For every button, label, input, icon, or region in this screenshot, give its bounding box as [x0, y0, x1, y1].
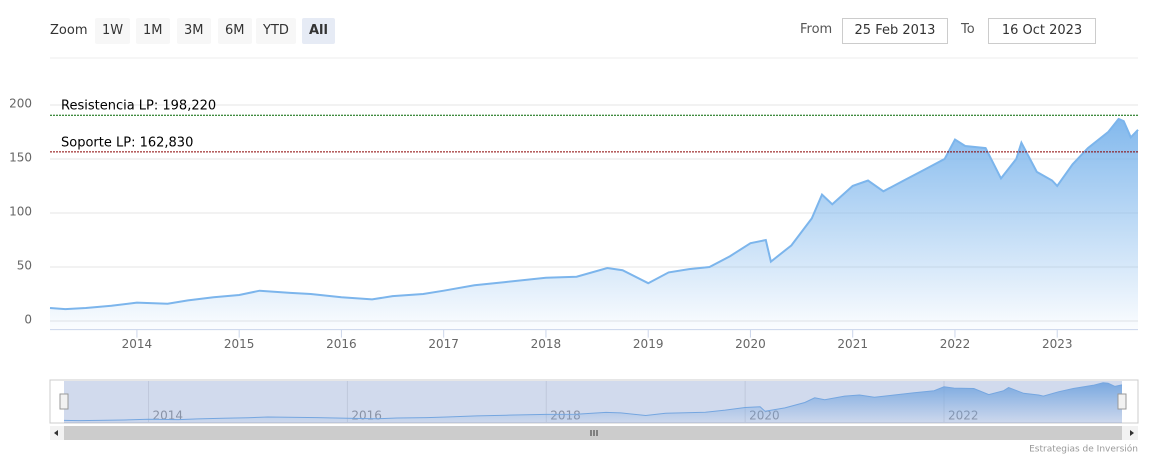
credits[interactable]: Estrategias de Inversión: [1029, 444, 1138, 455]
x-tick-label: 2016: [326, 337, 357, 351]
from-label: From: [800, 22, 833, 37]
x-tick-label: 2017: [428, 337, 459, 351]
zoom-button[interactable]: 6M: [218, 18, 252, 44]
scroll-right[interactable]: [1130, 430, 1134, 436]
to-input[interactable]: 16 Oct 2023: [988, 18, 1096, 44]
y-tick-label: 100: [9, 204, 32, 218]
navigator-area: [64, 382, 1122, 423]
x-tick-label: 2018: [531, 337, 562, 351]
plot-line-label: Soporte LP: 162,830: [61, 135, 193, 150]
x-tick-label: 2015: [224, 337, 255, 351]
x-tick-label: 2021: [837, 337, 868, 351]
x-tick-label: 2019: [633, 337, 664, 351]
x-tick-label: 2022: [940, 337, 971, 351]
y-tick-label: 50: [17, 258, 32, 272]
zoom-button[interactable]: 3M: [177, 18, 211, 44]
area: [50, 119, 1138, 330]
zoom-button[interactable]: All: [302, 18, 335, 44]
x-tick-label: 2020: [735, 337, 766, 351]
y-tick-label: 150: [9, 150, 32, 164]
scrollbar-thumb[interactable]: [64, 426, 1122, 440]
zoom-button[interactable]: YTD: [256, 18, 296, 44]
zoom-label: Zoom: [50, 23, 88, 38]
zoom-button[interactable]: 1M: [136, 18, 170, 44]
to-label: To: [961, 22, 975, 37]
plot-line-label: Resistencia LP: 198,220: [61, 99, 216, 114]
line: [49, 117, 1139, 311]
from-input[interactable]: 25 Feb 2013: [842, 18, 948, 44]
x-tick-label: 2023: [1042, 337, 1073, 351]
zoom-button[interactable]: 1W: [95, 18, 131, 44]
navigator-handle[interactable]: [1117, 393, 1127, 410]
scroll-left[interactable]: [54, 430, 58, 436]
x-tick-label: 2014: [122, 337, 153, 351]
navigator-mask: [64, 381, 1122, 423]
y-tick-label: 0: [24, 312, 32, 326]
navigator-line: [63, 382, 1123, 422]
navigator-handle[interactable]: [59, 393, 69, 410]
scroll-grip: [590, 430, 598, 436]
y-tick-label: 200: [9, 96, 32, 110]
